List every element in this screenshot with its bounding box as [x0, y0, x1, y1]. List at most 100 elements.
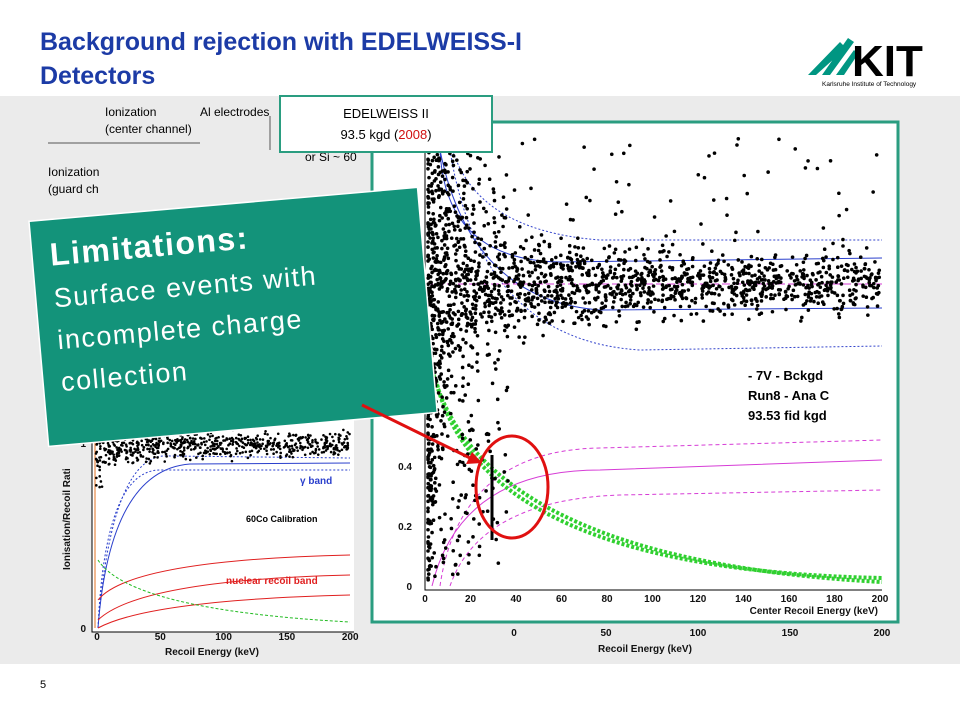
dot: [186, 440, 190, 444]
dot: [458, 228, 462, 233]
dot: [434, 333, 438, 337]
dot: [456, 309, 461, 314]
dot: [445, 377, 450, 381]
dot: [454, 284, 458, 288]
dot: [442, 243, 447, 247]
dot: [471, 517, 476, 521]
dot: [234, 452, 238, 456]
dot: [494, 235, 498, 239]
dot: [574, 309, 579, 314]
dot: [608, 265, 613, 269]
dot: [548, 305, 553, 310]
dot: [123, 448, 127, 452]
dot: [259, 447, 262, 450]
dot: [183, 440, 187, 444]
dot: [863, 262, 868, 267]
dot: [453, 277, 458, 282]
dot: [298, 441, 302, 445]
dot: [828, 286, 833, 291]
dot: [526, 270, 531, 274]
dot: [852, 269, 857, 274]
dot: [825, 280, 830, 285]
dot: [428, 217, 433, 222]
dot: [165, 449, 169, 452]
dot: [311, 450, 314, 454]
dot: [664, 234, 668, 238]
dot: [613, 247, 618, 252]
dot: [469, 413, 474, 418]
dot: [873, 260, 877, 264]
dot: [862, 266, 867, 271]
dot: [231, 440, 235, 444]
dot: [192, 440, 196, 443]
dot: [631, 291, 635, 296]
x-tick-label: 40: [510, 594, 522, 605]
dot: [508, 296, 512, 300]
dot: [678, 304, 683, 309]
dot: [145, 457, 148, 460]
dot: [589, 310, 594, 315]
dot: [426, 202, 430, 206]
dot: [315, 441, 319, 445]
dot: [428, 521, 432, 526]
dot: [484, 209, 488, 214]
dot: [428, 519, 432, 523]
dot: [688, 280, 693, 285]
dot: [707, 266, 712, 271]
dot: [830, 280, 834, 284]
dot: [736, 278, 740, 283]
dot: [431, 236, 436, 241]
dot: [615, 275, 619, 280]
dot: [821, 265, 826, 270]
dot: [497, 284, 501, 288]
dot: [468, 153, 473, 158]
dot: [492, 190, 496, 195]
dot: [454, 290, 458, 295]
dot: [249, 453, 252, 457]
dot: [532, 137, 537, 142]
dot: [493, 476, 497, 481]
dot: [241, 451, 244, 454]
dot: [870, 272, 874, 276]
gamma-band-line: [97, 455, 351, 629]
dot: [517, 282, 521, 287]
dot: [740, 294, 745, 298]
dot: [858, 255, 863, 259]
dot: [641, 305, 646, 309]
dot: [437, 287, 442, 291]
dot: [447, 294, 452, 299]
dot: [693, 296, 698, 301]
dot: [426, 196, 431, 200]
dot: [592, 308, 597, 312]
dot: [670, 242, 675, 247]
dot: [740, 260, 744, 264]
dot: [490, 319, 494, 324]
dot: [462, 184, 467, 188]
dot: [701, 242, 705, 246]
dot: [633, 269, 638, 273]
dot: [136, 459, 139, 462]
dot: [745, 288, 750, 293]
dot: [152, 452, 156, 455]
dot: [444, 396, 449, 400]
dot: [542, 320, 546, 324]
dot: [476, 269, 480, 273]
dot: [686, 277, 690, 281]
dot: [458, 292, 463, 297]
dot: [149, 459, 153, 463]
dot: [324, 449, 328, 452]
dot: [489, 293, 493, 298]
dot: [142, 446, 146, 449]
dot: [867, 280, 872, 285]
dot: [179, 444, 183, 448]
dot: [690, 298, 694, 303]
dot: [538, 251, 543, 256]
dot: [331, 435, 334, 439]
dot: [431, 518, 436, 523]
dot: [442, 538, 447, 542]
dot: [755, 256, 760, 261]
dot: [510, 252, 515, 257]
dot: [300, 436, 304, 440]
dot: [436, 444, 440, 449]
dot: [199, 446, 202, 450]
